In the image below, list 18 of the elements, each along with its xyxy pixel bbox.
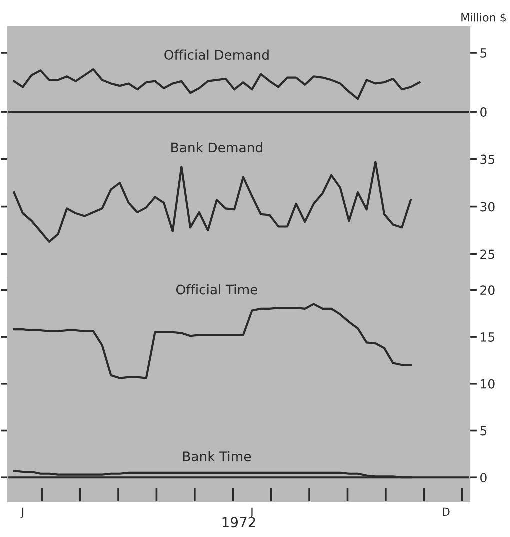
y-tick-label: 5 (480, 48, 487, 58)
y-tick-label: 10 (481, 379, 495, 389)
x-tick-label: D (443, 508, 450, 516)
series-label: Bank Demand (172, 142, 262, 153)
y-tick-label: 0 (480, 108, 487, 117)
series-label: Bank Time (183, 451, 252, 462)
x-tick-label: J (20, 508, 24, 518)
y-tick-label: 5 (480, 426, 487, 436)
y-tick-label: 30 (480, 202, 495, 212)
y-tick-label: 20 (480, 286, 495, 296)
y-tick-label: 0 (480, 473, 487, 483)
series-label: Official Demand (164, 50, 269, 60)
x-axis-title: 1972 (222, 517, 256, 528)
y-axis-title: Million $ (462, 13, 506, 24)
y-tick-label: 15 (481, 332, 495, 342)
y-tick-label: 35 (480, 154, 495, 164)
series-label: Official Time (176, 284, 258, 295)
y-tick-label: 25 (480, 250, 495, 260)
